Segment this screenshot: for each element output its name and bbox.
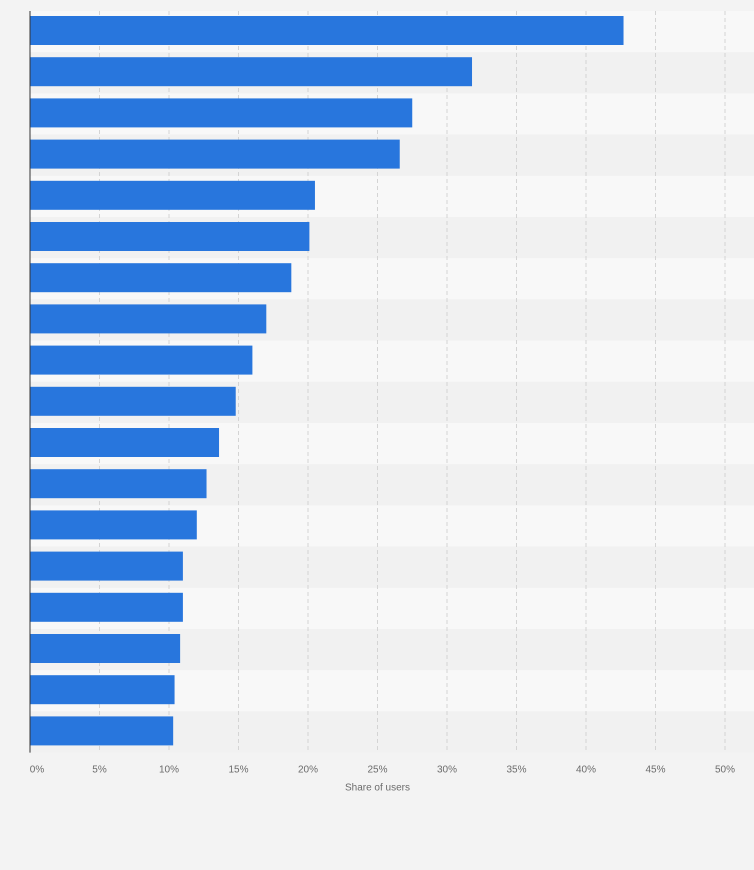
x-tick-label: 40%	[576, 765, 596, 776]
bar	[30, 716, 174, 746]
bar	[30, 428, 220, 457]
bar	[30, 634, 181, 663]
bar	[30, 304, 267, 334]
bar	[30, 510, 197, 540]
x-tick-label: 10%	[159, 765, 179, 776]
x-tick-label: 30%	[437, 765, 457, 776]
bar	[30, 139, 400, 169]
x-tick-label: 45%	[645, 765, 665, 776]
x-axis-title: Share of users	[345, 783, 410, 794]
x-tick-label: 35%	[506, 765, 526, 776]
x-tick-label: 50%	[715, 765, 735, 776]
x-tick-labels: 0% 5% 10% 15% 20% 25% 30% 35% 40% 45% 50%	[30, 765, 735, 776]
x-tick-label: 20%	[298, 765, 318, 776]
x-tick-label: 0%	[30, 765, 45, 776]
x-tick-label: 25%	[367, 765, 387, 776]
bar	[30, 16, 624, 45]
bar	[30, 675, 175, 705]
bar	[30, 551, 183, 581]
bar	[30, 98, 413, 128]
bar	[30, 180, 315, 210]
bar	[30, 345, 253, 375]
bar	[30, 386, 236, 416]
x-tick-label: 5%	[92, 765, 107, 776]
bars	[30, 16, 624, 746]
bar	[30, 222, 310, 251]
x-tick-label: 15%	[228, 765, 248, 776]
bar	[30, 57, 473, 87]
bar	[30, 263, 292, 293]
bar	[30, 469, 207, 499]
bar	[30, 592, 183, 622]
grid-lines	[99, 11, 726, 753]
